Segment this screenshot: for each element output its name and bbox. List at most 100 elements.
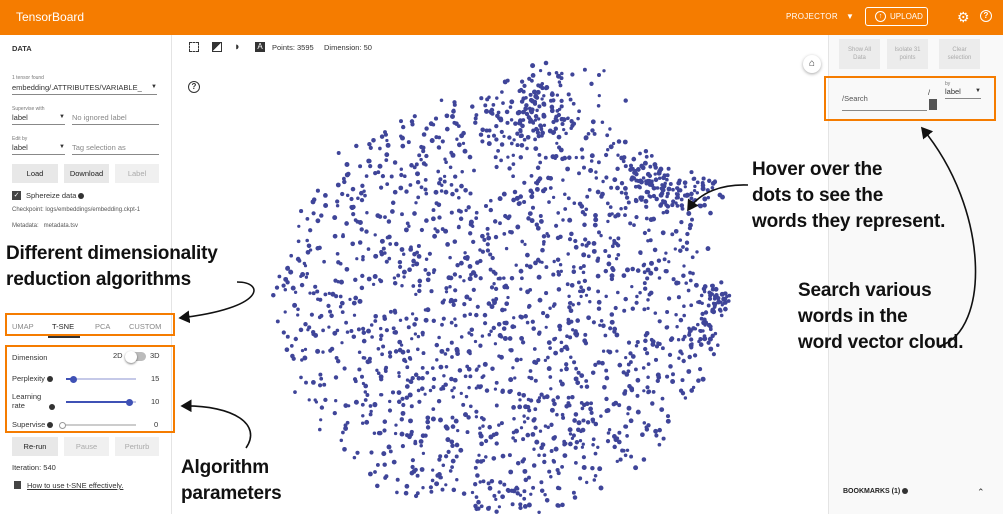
embedding-point[interactable] (700, 376, 706, 382)
embedding-point[interactable] (716, 343, 720, 347)
embedding-point[interactable] (407, 392, 413, 398)
embedding-point[interactable] (552, 259, 556, 264)
embedding-point[interactable] (486, 141, 492, 147)
embedding-point[interactable] (527, 76, 532, 81)
embedding-point[interactable] (391, 459, 397, 465)
embedding-point[interactable] (440, 139, 445, 144)
embedding-point[interactable] (697, 339, 701, 344)
embedding-point[interactable] (678, 349, 683, 354)
embedding-point[interactable] (531, 485, 536, 490)
embedding-point[interactable] (521, 437, 526, 442)
embedding-point[interactable] (612, 177, 618, 183)
embedding-point[interactable] (504, 215, 509, 219)
embedding-point[interactable] (585, 420, 591, 425)
embedding-point[interactable] (564, 362, 569, 367)
embedding-point[interactable] (389, 174, 394, 179)
embedding-point[interactable] (434, 481, 440, 487)
embedding-point[interactable] (540, 130, 545, 136)
embedding-point[interactable] (541, 234, 547, 239)
embedding-point[interactable] (585, 194, 590, 199)
embedding-point[interactable] (571, 121, 577, 126)
embedding-point[interactable] (514, 263, 518, 267)
embedding-point[interactable] (511, 366, 515, 370)
embedding-point[interactable] (589, 159, 594, 163)
embedding-point[interactable] (613, 305, 618, 311)
embedding-point[interactable] (612, 329, 617, 334)
embedding-point[interactable] (574, 155, 578, 160)
embedding-point[interactable] (645, 351, 650, 356)
embedding-point[interactable] (564, 366, 569, 372)
embedding-point[interactable] (344, 320, 349, 325)
embedding-point[interactable] (334, 355, 339, 360)
embedding-point[interactable] (511, 436, 515, 440)
embedding-point[interactable] (335, 328, 340, 333)
embedding-point[interactable] (643, 333, 648, 338)
embedding-point[interactable] (469, 272, 473, 277)
embedding-point[interactable] (665, 374, 670, 379)
embedding-point[interactable] (510, 502, 515, 507)
embedding-point[interactable] (376, 170, 381, 175)
embedding-point[interactable] (682, 264, 686, 268)
embedding-point[interactable] (485, 97, 490, 102)
embedding-point[interactable] (719, 300, 723, 304)
embedding-point[interactable] (619, 206, 623, 211)
embedding-point[interactable] (413, 441, 418, 446)
embedding-point[interactable] (398, 318, 403, 323)
embedding-point[interactable] (351, 204, 356, 210)
embedding-point[interactable] (523, 314, 528, 319)
help-icon[interactable] (46, 376, 53, 383)
embedding-point[interactable] (304, 275, 309, 279)
embedding-point[interactable] (602, 384, 607, 390)
embedding-point[interactable] (606, 148, 610, 152)
embedding-point[interactable] (499, 129, 504, 134)
embedding-point[interactable] (544, 291, 549, 296)
embedding-point[interactable] (616, 439, 622, 445)
embedding-point[interactable] (367, 141, 372, 147)
embedding-point[interactable] (562, 453, 568, 459)
embedding-point[interactable] (293, 290, 298, 294)
embedding-point[interactable] (623, 98, 628, 103)
embedding-point[interactable] (527, 475, 531, 480)
embedding-point[interactable] (597, 466, 603, 472)
embedding-point[interactable] (421, 351, 426, 356)
embedding-point[interactable] (580, 242, 585, 247)
embedding-point[interactable] (512, 138, 516, 142)
embedding-point[interactable] (608, 144, 614, 150)
embedding-point[interactable] (375, 462, 380, 467)
embedding-point[interactable] (588, 406, 593, 412)
embedding-point[interactable] (604, 375, 610, 381)
embedding-point[interactable] (583, 237, 588, 242)
embedding-point[interactable] (424, 218, 429, 223)
embedding-point[interactable] (468, 297, 472, 302)
embedding-point[interactable] (600, 120, 605, 125)
embedding-point[interactable] (421, 333, 425, 337)
embedding-point[interactable] (518, 129, 523, 134)
embedding-point[interactable] (332, 410, 337, 416)
embedding-point[interactable] (643, 198, 649, 204)
embedding-point[interactable] (390, 209, 395, 214)
embedding-point[interactable] (530, 319, 535, 324)
embedding-point[interactable] (538, 214, 543, 218)
embedding-point[interactable] (536, 357, 541, 363)
embedding-point[interactable] (635, 268, 641, 273)
embedding-point[interactable] (442, 174, 447, 179)
embedding-point[interactable] (509, 118, 514, 122)
embedding-point[interactable] (336, 151, 341, 155)
embedding-point[interactable] (689, 191, 694, 197)
embedding-point[interactable] (526, 216, 531, 221)
embedding-point[interactable] (596, 306, 602, 311)
embedding-point[interactable] (417, 278, 423, 284)
embedding-point[interactable] (342, 176, 346, 181)
embedding-point[interactable] (443, 454, 449, 459)
embedding-point[interactable] (438, 177, 443, 182)
embedding-point[interactable] (289, 253, 294, 258)
embedding-point[interactable] (532, 447, 536, 451)
embedding-point[interactable] (596, 289, 601, 294)
embedding-point[interactable] (662, 257, 667, 262)
embedding-point[interactable] (578, 265, 583, 270)
embedding-point[interactable] (563, 207, 568, 211)
embedding-point[interactable] (421, 149, 426, 154)
embedding-point[interactable] (628, 163, 634, 168)
embedding-point[interactable] (567, 427, 573, 433)
embedding-point[interactable] (518, 493, 523, 497)
